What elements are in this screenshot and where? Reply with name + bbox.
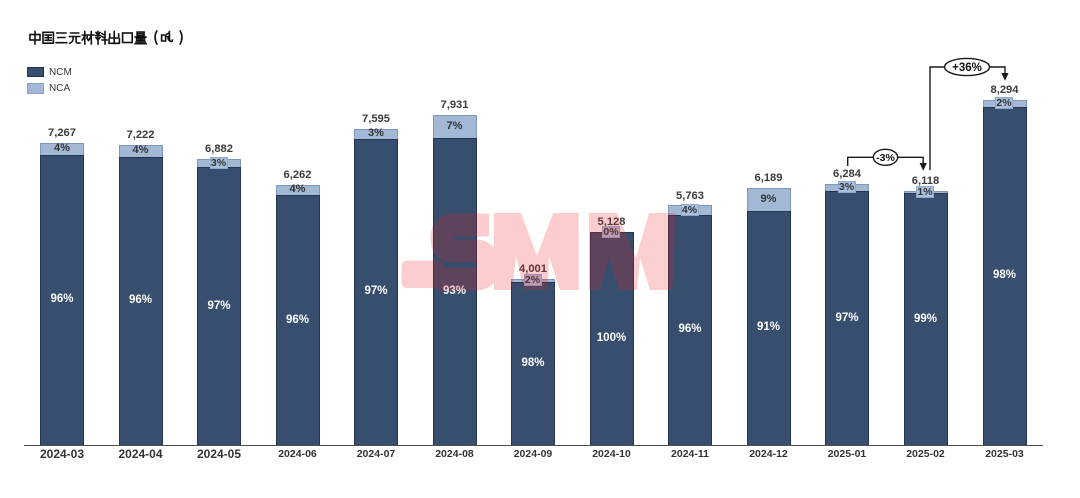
svg-text:-3%: -3% bbox=[876, 152, 895, 164]
svg-text:+36%: +36% bbox=[952, 62, 982, 74]
